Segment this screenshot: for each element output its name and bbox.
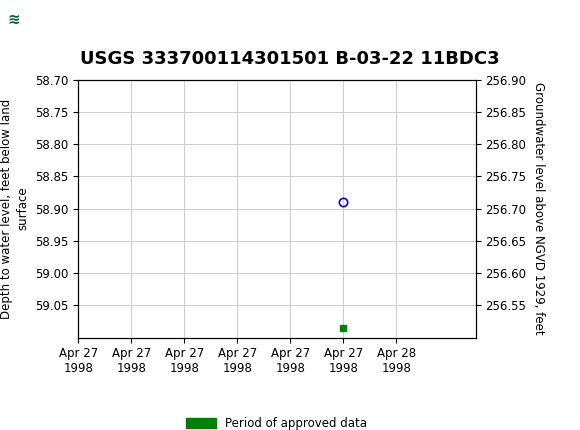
Text: ≋: ≋ [7,12,20,26]
Legend: Period of approved data: Period of approved data [182,412,372,430]
Y-axis label: Groundwater level above NGVD 1929, feet: Groundwater level above NGVD 1929, feet [532,82,545,335]
FancyBboxPatch shape [5,3,54,35]
Text: USGS 333700114301501 B-03-22 11BDC3: USGS 333700114301501 B-03-22 11BDC3 [80,50,500,68]
Y-axis label: Depth to water level, feet below land
surface: Depth to water level, feet below land su… [0,98,30,319]
Text: USGS: USGS [61,12,108,26]
